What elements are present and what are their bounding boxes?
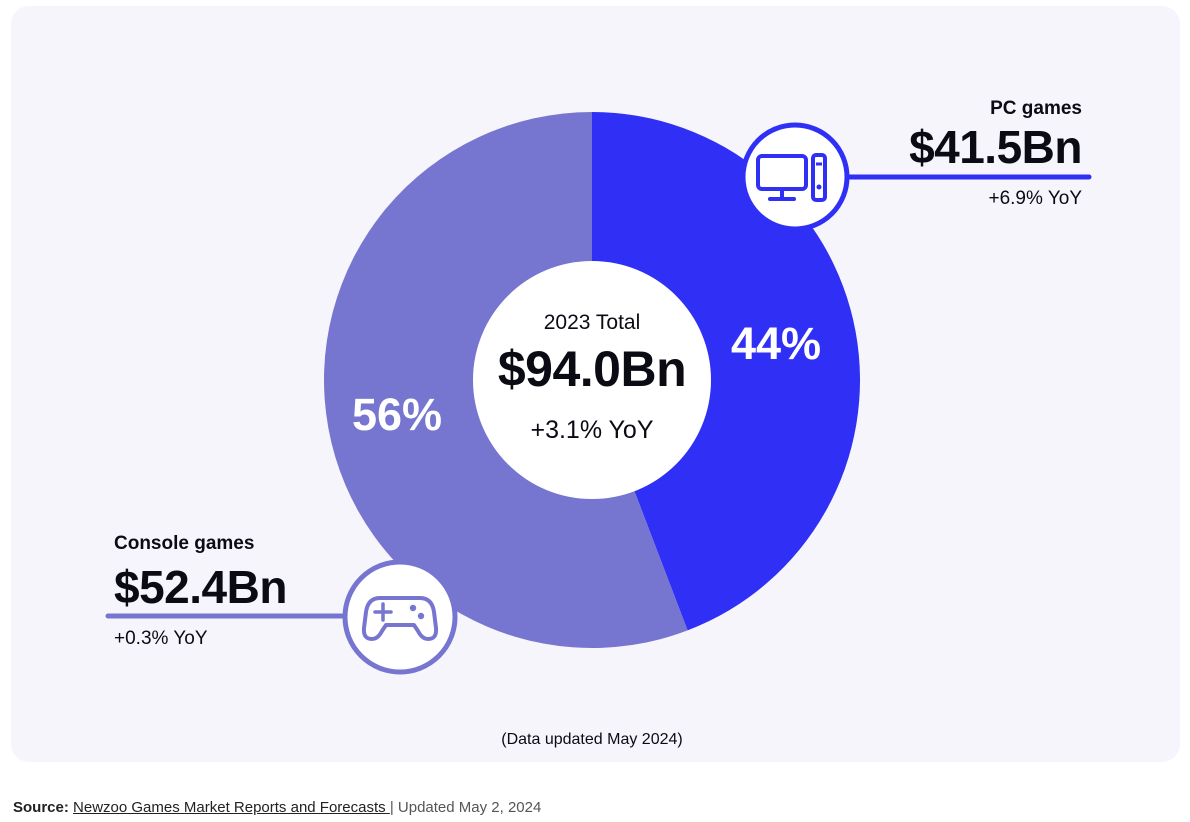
center-total-value: $94.0Bn bbox=[497, 341, 687, 397]
console-games-title: Console games bbox=[114, 533, 255, 554]
console-games-value: $52.4Bn bbox=[114, 561, 287, 613]
pc-games-title: PC games bbox=[990, 98, 1082, 119]
console-percent-label: 56% bbox=[352, 389, 443, 440]
donut-hole bbox=[473, 261, 711, 499]
source-separator: | bbox=[389, 799, 394, 816]
center-total-yoy: +3.1% YoY bbox=[530, 416, 654, 444]
source-updated: Updated May 2, 2024 bbox=[393, 799, 542, 816]
gamepad-icon bbox=[342, 559, 458, 675]
pc-percent-label: 44% bbox=[731, 318, 822, 369]
pc-games-yoy: +6.9% YoY bbox=[988, 188, 1082, 209]
source-link[interactable]: Newzoo Games Market Reports and Forecast… bbox=[73, 799, 390, 816]
slice-pc-games bbox=[592, 112, 860, 631]
source-label: Source: bbox=[13, 799, 69, 816]
data-updated-note: (Data updated May 2024) bbox=[501, 731, 683, 748]
source-line: Source: Newzoo Games Market Reports and … bbox=[13, 799, 541, 816]
center-total-title: 2023 Total bbox=[543, 311, 641, 334]
pc-games-value: $41.5Bn bbox=[909, 121, 1082, 173]
computer-icon bbox=[740, 122, 850, 232]
console-games-yoy: +0.3% YoY bbox=[114, 628, 208, 649]
